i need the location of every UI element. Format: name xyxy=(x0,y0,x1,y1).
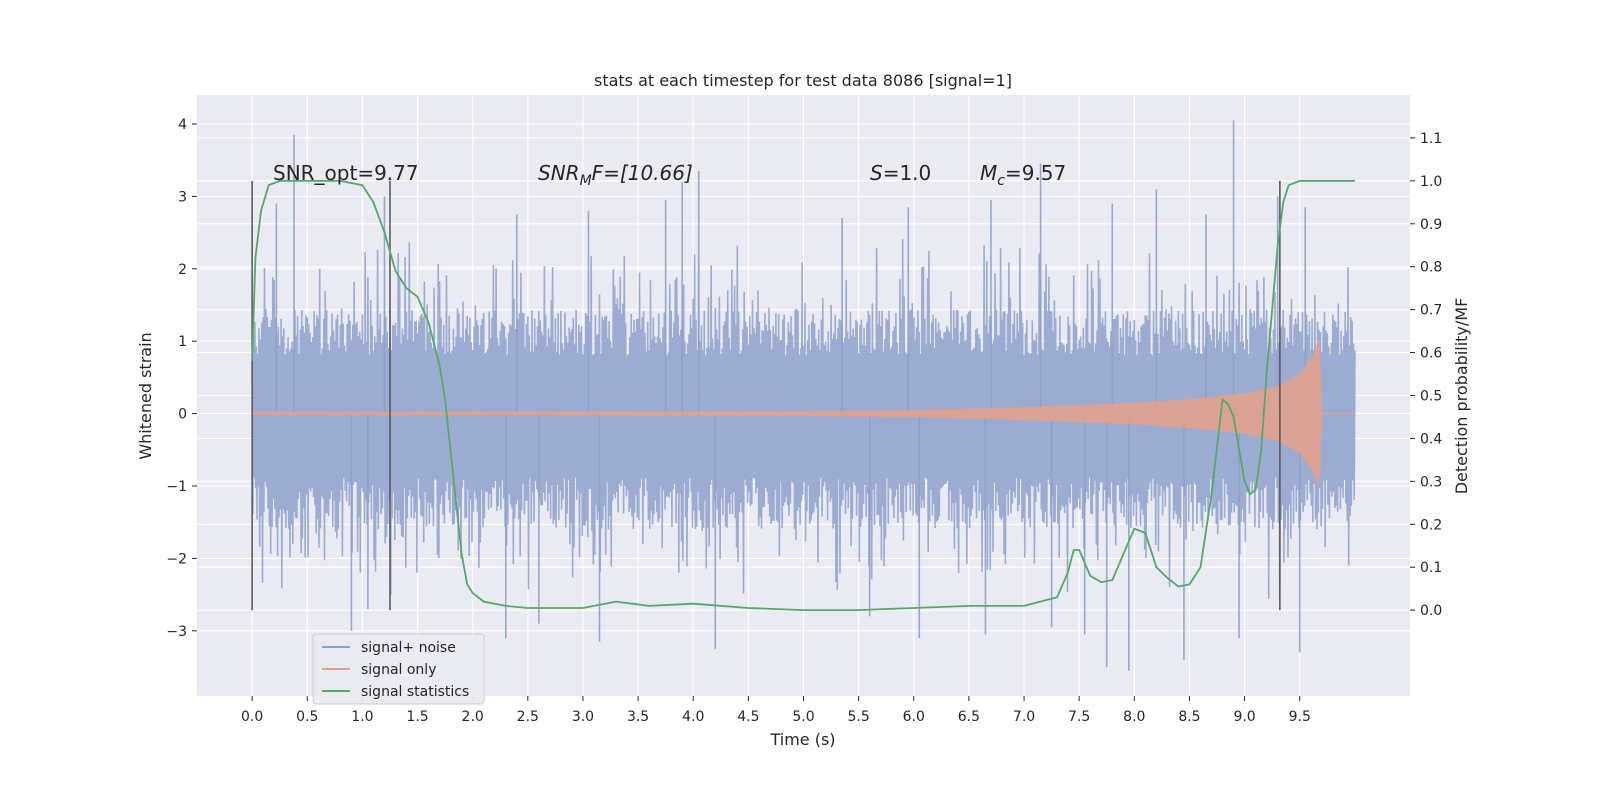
y-right-axis-label: Detection probability/MF xyxy=(1452,298,1471,495)
y-left-ticks: 4 3 2 1 0 −1 −2 −3 xyxy=(166,117,197,640)
x-tick-label: 1.5 xyxy=(406,709,428,725)
y-right-tick-label: 0.7 xyxy=(1420,303,1442,319)
x-tick-label: 7.5 xyxy=(1068,709,1090,725)
x-tick-label: 2.5 xyxy=(517,709,539,725)
y-right-tick-label: 0.6 xyxy=(1420,346,1442,362)
y-right-tick-label: 1.0 xyxy=(1420,174,1442,190)
snr-mf-subscript: M xyxy=(580,173,592,189)
y-right-ticks: 1.1 1.0 0.9 0.8 0.7 0.6 0.5 0.4 0.3 0.2 0.1 0.0 xyxy=(1410,131,1442,619)
y-left-tick-label: 2 xyxy=(178,262,187,278)
y-left-tick-label: −3 xyxy=(166,624,187,640)
annotation-mc: Mc=9.57 xyxy=(980,161,1066,189)
x-tick-label: 6.0 xyxy=(903,709,925,725)
annotation-snr-mf: SNRMF=[10.66] xyxy=(538,161,693,189)
y-left-tick-label: −1 xyxy=(166,479,187,495)
x-tick-label: 1.0 xyxy=(351,709,373,725)
y-left-tick-label: 1 xyxy=(178,334,187,350)
y-right-tick-label: 0.0 xyxy=(1420,603,1442,619)
x-tick-label: 9.0 xyxy=(1233,709,1255,725)
snr-mf-value: F=[10.66] xyxy=(592,161,693,185)
mc-value: =9.57 xyxy=(1005,161,1066,185)
y-left-tick-label: 0 xyxy=(178,407,187,423)
snr-mf-symbol: SNR xyxy=(538,161,580,185)
x-tick-label: 9.5 xyxy=(1289,709,1311,725)
legend: signal+ noise signal only signal statist… xyxy=(312,633,485,705)
legend-label-signal-only: signal only xyxy=(361,662,436,678)
s-value: =1.0 xyxy=(883,161,932,185)
signal-only-trace xyxy=(251,338,1355,488)
s-symbol: S xyxy=(870,161,883,185)
y-right-tick-label: 0.3 xyxy=(1420,474,1442,490)
y-right-tick-label: 0.4 xyxy=(1420,431,1442,447)
y-right-tick-label: 0.2 xyxy=(1420,517,1442,533)
x-tick-label: 0.0 xyxy=(241,709,263,725)
x-tick-label: 8.5 xyxy=(1178,709,1200,725)
x-ticks: 0.0 0.5 1.0 1.5 2.0 2.5 3.0 3.5 4.0 4.5 5.0 5.5 6.0 6… xyxy=(241,696,1311,725)
mc-subscript: c xyxy=(997,173,1005,189)
y-right-tick-label: 0.9 xyxy=(1420,217,1442,233)
chart-title: stats at each timestep for test data 808… xyxy=(594,71,1012,90)
x-tick-label: 3.5 xyxy=(627,709,649,725)
y-left-tick-label: −2 xyxy=(166,551,187,567)
x-tick-label: 3.0 xyxy=(572,709,594,725)
y-left-tick-label: 4 xyxy=(178,117,187,133)
x-tick-label: 7.0 xyxy=(1013,709,1035,725)
x-tick-label: 4.5 xyxy=(737,709,759,725)
x-tick-label: 4.0 xyxy=(682,709,704,725)
signal-statistics-line xyxy=(251,180,1355,611)
y-right-tick-label: 0.1 xyxy=(1420,560,1442,576)
legend-label-signal-noise: signal+ noise xyxy=(361,640,456,656)
x-tick-label: 5.0 xyxy=(792,709,814,725)
x-axis-label: Time (s) xyxy=(769,730,835,749)
x-tick-label: 6.5 xyxy=(958,709,980,725)
y-right-tick-label: 0.8 xyxy=(1420,260,1442,276)
legend-box xyxy=(312,633,485,705)
mc-symbol: M xyxy=(980,161,997,185)
y-right-tick-label: 0.5 xyxy=(1420,389,1442,405)
annotation-snr-opt: SNR_opt=9.77 xyxy=(273,161,419,185)
legend-label-signal-statistics: signal statistics xyxy=(361,684,469,700)
y-right-tick-label: 1.1 xyxy=(1420,131,1442,147)
x-tick-label: 2.0 xyxy=(462,709,484,725)
signal-only-series xyxy=(251,338,1355,488)
signal-statistics-series xyxy=(251,180,1355,611)
x-tick-label: 0.5 xyxy=(296,709,318,725)
y-left-tick-label: 3 xyxy=(178,189,187,205)
x-tick-label: 8.0 xyxy=(1123,709,1145,725)
x-tick-label: 5.5 xyxy=(848,709,870,725)
y-left-axis-label: Whitened strain xyxy=(136,332,155,459)
annotation-s: S=1.0 xyxy=(870,161,931,185)
